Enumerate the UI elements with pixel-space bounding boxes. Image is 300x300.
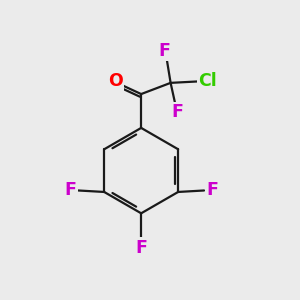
- Text: O: O: [108, 71, 123, 89]
- Text: F: F: [171, 103, 183, 121]
- Text: F: F: [135, 239, 147, 257]
- Text: F: F: [159, 42, 171, 60]
- Text: F: F: [64, 182, 76, 200]
- Text: F: F: [206, 182, 218, 200]
- Text: Cl: Cl: [198, 71, 217, 89]
